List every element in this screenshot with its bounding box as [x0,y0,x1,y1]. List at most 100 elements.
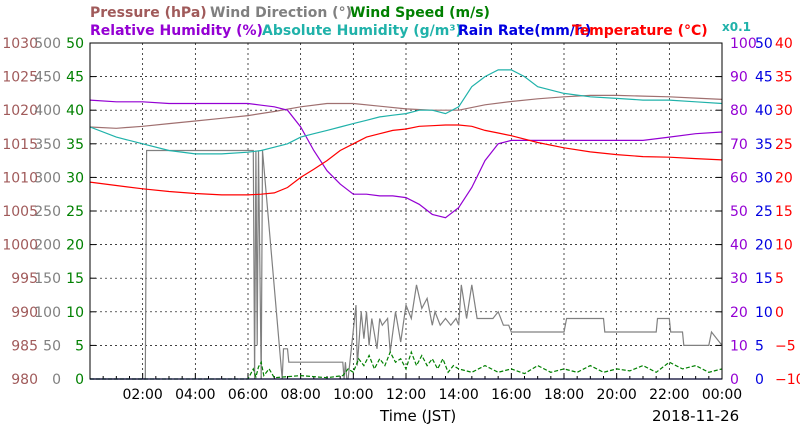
series-line-pressure-hpa [89,94,723,129]
y-tick-label-relative-humidity: 80 [730,103,748,119]
y-tick-label-wind-direction: 450 [34,70,61,86]
y-tick-label-pressure: 1015 [2,137,38,153]
y-tick-label-wind-speed: 0 [75,372,84,388]
x-axis: 02:00 04:00 06:00 08:00 10:00 12:00 14:00 16:00… [102,373,742,403]
y-tick-label-wind-speed: 10 [66,305,84,321]
x-tick-label: 00:00 [702,387,742,403]
y-tick-label-relative-humidity: 50 [730,204,748,220]
y-tick-label-relative-humidity: 60 [730,170,748,186]
legend-wind-speed: Wind Speed (m/s) [350,5,490,21]
legend-abs-humidity-scale: x0.1 [722,20,751,34]
plot-frame [89,42,723,380]
y-tick-label-temperature: −5 [775,338,796,354]
y-tick-label-wind-speed: 50 [66,36,84,52]
legend-temperature: Temperature (°C) [572,23,708,39]
y-tick-label-wind-direction: 400 [34,103,61,119]
y-tick-label-wind-speed: 35 [66,137,84,153]
y-tick-label-relative-humidity: 70 [730,137,748,153]
y-tick-label-relative-humidity: 90 [730,70,748,86]
y-tick-label-temperature: 10 [775,238,793,254]
x-tick-label: 22:00 [649,387,689,403]
y-tick-label-temperature: 0 [775,305,784,321]
y-tick-label-wind-direction: 300 [34,170,61,186]
x-axis-label: Time (JST) [379,407,456,425]
y-tick-label-temperature: 5 [775,271,784,287]
y-tick-label-rain-rate: 35 [755,137,773,153]
y-tick-label-pressure: 1000 [2,238,38,254]
y-tick-label-temperature: 40 [775,36,793,52]
svg-text:Temperature (°C): Temperature (°C) [572,23,708,39]
y-tick-label-temperature: 30 [775,103,793,119]
y-tick-label-wind-speed: 40 [66,103,84,119]
y-tick-label-pressure: 980 [11,372,38,388]
y-tick-label-wind-direction: 0 [52,372,61,388]
x-tick-label: 02:00 [122,387,162,403]
series-line-temperature-c [89,124,723,196]
y-tick-label-rain-rate: 50 [755,36,773,52]
x-tick-label: 16:00 [491,387,531,403]
y-tick-label-wind-speed: 5 [75,338,84,354]
y-tick-label-wind-direction: 350 [34,137,61,153]
svg-text:Relative Humidity (%): Relative Humidity (%) [90,23,263,39]
y-tick-label-wind-speed: 30 [66,170,84,186]
legend-relative-humidity: Relative Humidity (%) [90,23,263,39]
y-tick-label-temperature: 25 [775,137,793,153]
chart-date: 2018-11-26 [652,407,739,425]
series-lines [89,69,723,380]
y-tick-label-wind-direction: 50 [43,338,61,354]
x-tick-label: 12:00 [386,387,426,403]
svg-text:Wind Speed (m/s): Wind Speed (m/s) [350,5,490,21]
y-tick-label-wind-direction: 250 [34,204,61,220]
y-tick-label-pressure: 995 [11,271,38,287]
x-tick-label: 18:00 [544,387,584,403]
legend-wind-direction: Wind Direction (°) [210,5,352,21]
svg-text:Rain Rate(mm/h): Rain Rate(mm/h) [458,23,591,39]
y-tick-label-relative-humidity: 0 [730,372,739,388]
y-tick-label-rain-rate: 45 [755,70,773,86]
y-tick-label-temperature: 35 [775,70,793,86]
x-tick-label: 20:00 [596,387,636,403]
x-tick-label: 14:00 [438,387,478,403]
y-tick-label-pressure: 990 [11,305,38,321]
svg-text:Absolute Humidity (g/m³): Absolute Humidity (g/m³) [262,23,462,39]
y-tick-label-rain-rate: 25 [755,204,773,220]
x-tick-label: 04:00 [175,387,215,403]
y-tick-label-wind-direction: 100 [34,305,61,321]
y-tick-label-rain-rate: 15 [755,271,773,287]
svg-text:Wind Direction (°): Wind Direction (°) [210,5,352,21]
y-tick-label-rain-rate: 10 [755,305,773,321]
y-tick-label-relative-humidity: 100 [730,36,757,52]
svg-text:Pressure (hPa): Pressure (hPa) [90,5,207,21]
y-tick-label-wind-speed: 20 [66,238,84,254]
y-tick-label-wind-direction: 500 [34,36,61,52]
x-tick-label: 08:00 [280,387,320,403]
series-line-absolute-humidity-g-m [89,69,723,155]
y-tick-label-pressure: 1030 [2,36,38,52]
y-tick-label-relative-humidity: 10 [730,338,748,354]
y-tick-label-pressure: 1020 [2,103,38,119]
y-tick-label-relative-humidity: 20 [730,305,748,321]
y-tick-label-temperature: −10 [775,372,800,388]
svg-text:x0.1: x0.1 [722,20,751,34]
y-tick-label-wind-speed: 45 [66,70,84,86]
series-line-relative-humidity [89,99,723,219]
y-tick-label-wind-direction: 150 [34,271,61,287]
y-tick-label-temperature: 20 [775,170,793,186]
y-tick-label-relative-humidity: 40 [730,238,748,254]
y-tick-label-pressure: 985 [11,338,38,354]
x-tick-label: 10:00 [333,387,373,403]
legend-rain-rate: Rain Rate(mm/h) [458,23,591,39]
y-tick-label-rain-rate: 0 [755,372,764,388]
y-tick-label-rain-rate: 30 [755,170,773,186]
chart-legend: Pressure (hPa) Wind Direction (°) Wind S… [90,5,751,39]
y-tick-label-wind-speed: 15 [66,271,84,287]
y-tick-label-rain-rate: 20 [755,238,773,254]
grid-lines [90,43,722,379]
y-tick-label-pressure: 1025 [2,70,38,86]
series-line-wind-direction [90,149,723,380]
y-tick-label-rain-rate: 40 [755,103,773,119]
y-tick-label-rain-rate: 5 [755,338,764,354]
y-tick-label-temperature: 15 [775,204,793,220]
y-tick-label-pressure: 1010 [2,170,38,186]
